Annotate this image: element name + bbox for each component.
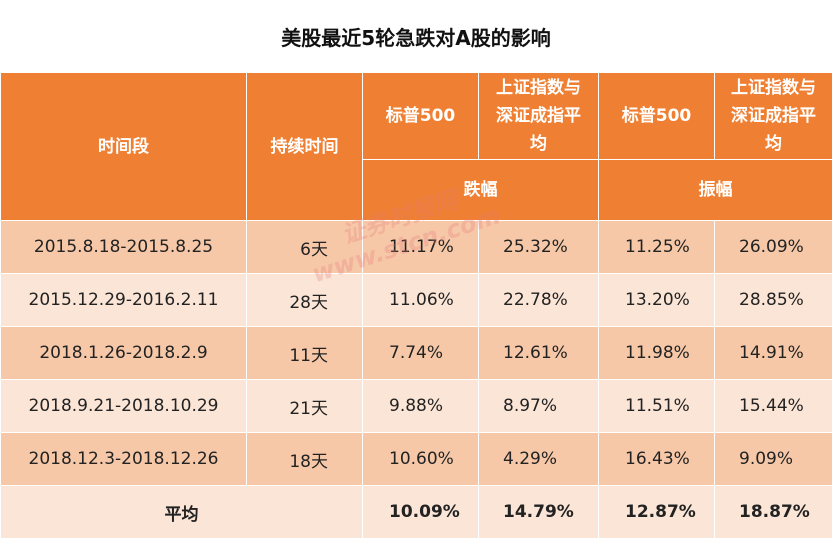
cell-a-decline: 12.61% <box>478 326 599 380</box>
header-ashare-amplitude-line2: 深证成指平 <box>731 106 816 126</box>
header-period: 时间段 <box>0 72 247 221</box>
header-amplitude: 振幅 <box>598 159 832 221</box>
cell-a-amplitude: 28.85% <box>714 273 832 327</box>
header-decline: 跌幅 <box>362 159 599 221</box>
cell-duration: 18天 <box>246 432 363 486</box>
cell-sp-decline: 9.88% <box>362 379 479 433</box>
data-table: 时间段 持续时间 标普500 上证指数与 深证成指平 均 标普500 上证指数与… <box>0 72 832 539</box>
cell-sp-decline: 11.06% <box>362 273 479 327</box>
average-row: 平均 10.09% 14.79% 12.87% 18.87% <box>0 485 832 539</box>
cell-a-decline: 25.32% <box>478 220 599 274</box>
cell-sp-amplitude: 13.20% <box>598 273 715 327</box>
cell-a-amplitude: 9.09% <box>714 432 832 486</box>
cell-duration: 11天 <box>246 326 363 380</box>
header-ashare-amplitude-line1: 上证指数与 <box>731 78 816 98</box>
table-row: 2018.12.3-2018.12.26 18天 10.60% 4.29% 16… <box>0 432 832 486</box>
header-ashare-decline-line3: 均 <box>530 134 547 154</box>
cell-sp-amplitude: 11.98% <box>598 326 715 380</box>
cell-a-decline: 22.78% <box>478 273 599 327</box>
header-sp500-amplitude: 标普500 <box>598 72 715 160</box>
table-row: 2015.8.18-2015.8.25 6天 11.17% 25.32% 11.… <box>0 220 832 274</box>
table-row: 2018.9.21-2018.10.29 21天 9.88% 8.97% 11.… <box>0 379 832 433</box>
cell-sp-decline: 11.17% <box>362 220 479 274</box>
cell-average-a-amplitude: 18.87% <box>714 485 832 539</box>
cell-average-label: 平均 <box>0 485 363 539</box>
cell-sp-amplitude: 11.51% <box>598 379 715 433</box>
cell-sp-amplitude: 16.43% <box>598 432 715 486</box>
header-ashare-decline-line2: 深证成指平 <box>496 106 581 126</box>
header-ashare-amplitude: 上证指数与 深证成指平 均 <box>714 72 832 160</box>
cell-a-decline: 4.29% <box>478 432 599 486</box>
header-row-1: 时间段 持续时间 标普500 上证指数与 深证成指平 均 标普500 上证指数与… <box>0 72 832 221</box>
cell-average-sp-decline: 10.09% <box>362 485 479 539</box>
cell-period: 2015.12.29-2016.2.11 <box>0 273 247 327</box>
cell-a-decline: 8.97% <box>478 379 599 433</box>
page-title: 美股最近5轮急跌对A股的影响 <box>281 25 551 50</box>
header-ashare-decline: 上证指数与 深证成指平 均 <box>478 72 599 160</box>
header-duration: 持续时间 <box>246 72 363 221</box>
cell-a-amplitude: 26.09% <box>714 220 832 274</box>
table-row: 2015.12.29-2016.2.11 28天 11.06% 22.78% 1… <box>0 273 832 327</box>
cell-average-a-decline: 14.79% <box>478 485 599 539</box>
cell-period: 2018.12.3-2018.12.26 <box>0 432 247 486</box>
cell-average-sp-amplitude: 12.87% <box>598 485 715 539</box>
cell-period: 2018.9.21-2018.10.29 <box>0 379 247 433</box>
cell-period: 2018.1.26-2018.2.9 <box>0 326 247 380</box>
cell-a-amplitude: 14.91% <box>714 326 832 380</box>
cell-period: 2015.8.18-2015.8.25 <box>0 220 247 274</box>
header-row-2: 跌幅 振幅 <box>1 159 832 221</box>
cell-sp-decline: 7.74% <box>362 326 479 380</box>
cell-duration: 28天 <box>246 273 363 327</box>
header-ashare-decline-line1: 上证指数与 <box>496 78 581 98</box>
cell-sp-decline: 10.60% <box>362 432 479 486</box>
cell-duration: 21天 <box>246 379 363 433</box>
header-sp500-decline: 标普500 <box>362 72 479 160</box>
cell-a-amplitude: 15.44% <box>714 379 832 433</box>
table-row: 2018.1.26-2018.2.9 11天 7.74% 12.61% 11.9… <box>0 326 832 380</box>
header-ashare-amplitude-line3: 均 <box>765 134 782 154</box>
cell-sp-amplitude: 11.25% <box>598 220 715 274</box>
cell-duration: 6天 <box>246 220 363 274</box>
